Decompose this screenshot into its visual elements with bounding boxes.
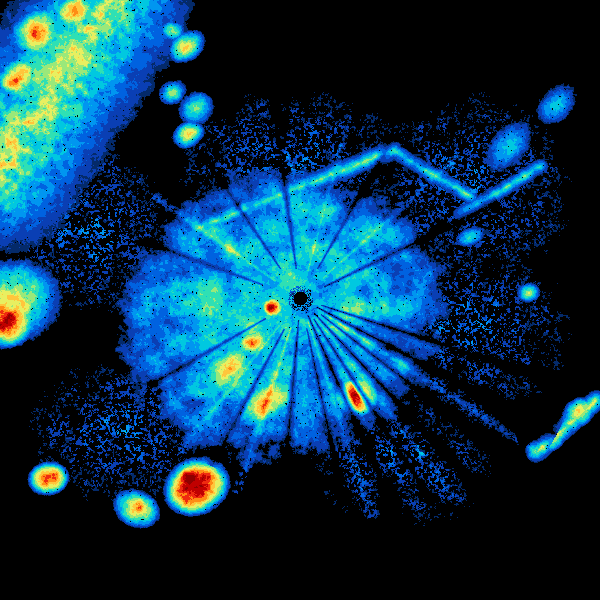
radar-reflectivity-canvas[interactable] bbox=[0, 0, 600, 600]
radar-image-viewport[interactable]: Reflectivity (dBZ) bbox=[0, 0, 600, 600]
